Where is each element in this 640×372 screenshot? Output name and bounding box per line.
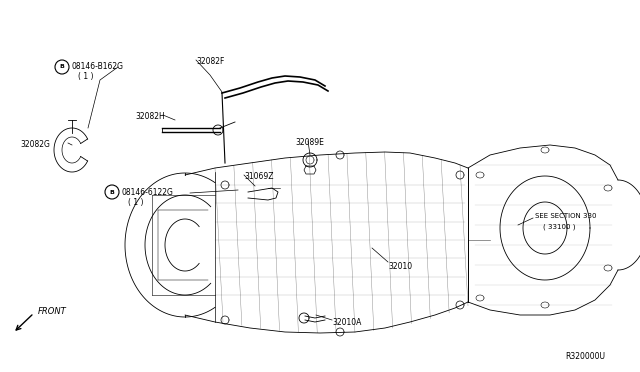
Text: 32010A: 32010A <box>332 318 362 327</box>
Text: ( 1 ): ( 1 ) <box>78 72 93 81</box>
Text: B: B <box>60 64 65 70</box>
Text: 08146-B162G: 08146-B162G <box>72 62 124 71</box>
Text: SEE SECTION 330: SEE SECTION 330 <box>535 213 596 219</box>
Text: B: B <box>109 189 115 195</box>
Text: 32082H: 32082H <box>135 112 164 121</box>
Text: R320000U: R320000U <box>565 352 605 361</box>
Text: 31069Z: 31069Z <box>244 172 273 181</box>
Text: 32082F: 32082F <box>196 57 225 66</box>
Text: 32082G: 32082G <box>20 140 50 149</box>
Text: FRONT: FRONT <box>38 307 67 316</box>
Text: 08146-6122G: 08146-6122G <box>122 188 174 197</box>
Text: ( 33100 ): ( 33100 ) <box>543 223 575 230</box>
Text: 32089E: 32089E <box>295 138 324 147</box>
Text: 32010: 32010 <box>388 262 412 271</box>
Text: ( 1 ): ( 1 ) <box>128 198 143 207</box>
